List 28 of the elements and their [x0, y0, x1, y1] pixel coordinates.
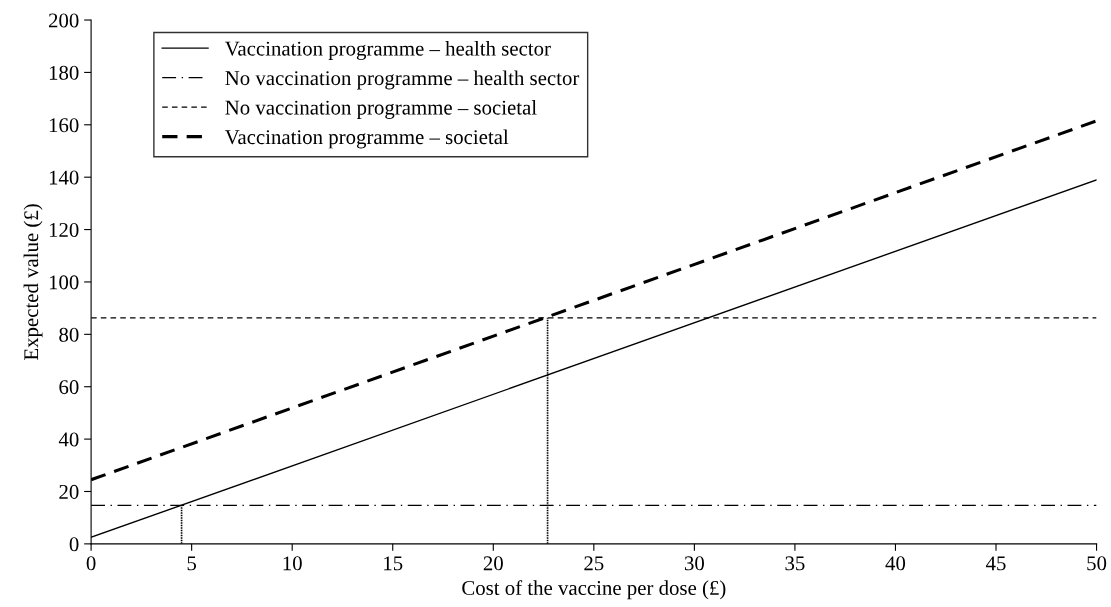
y-tick-label: 120	[49, 222, 79, 237]
x-tick-label: 30	[684, 556, 704, 571]
legend-label: Vaccination programme – health sector	[224, 40, 551, 60]
x-tick-label: 0	[86, 556, 96, 571]
x-tick-label: 20	[483, 556, 503, 571]
y-axis-title: Expected value (£)	[23, 204, 43, 361]
y-tick-label: 100	[49, 275, 79, 290]
x-tick-label: 25	[584, 556, 604, 571]
x-tick-label: 45	[986, 556, 1006, 571]
x-axis-title: Cost of the vaccine per dose (£)	[462, 580, 726, 600]
y-tick-label: 140	[49, 170, 79, 185]
x-tick-label: 5	[187, 556, 197, 571]
legend-label: Vaccination programme – societal	[224, 129, 509, 149]
x-tick-label: 40	[885, 556, 906, 571]
legend-label: No vaccination programme – health sector	[225, 70, 580, 90]
x-tick-label: 35	[785, 556, 805, 571]
y-tick-label: 20	[59, 484, 79, 499]
y-tick-label: 160	[49, 118, 79, 133]
y-tick-label: 80	[59, 327, 79, 342]
x-tick-label: 10	[283, 556, 302, 571]
x-tick-label: 50	[1087, 556, 1107, 571]
y-tick-label: 60	[59, 380, 79, 395]
y-tick-label: 40	[58, 432, 79, 447]
y-tick-label: 180	[49, 65, 79, 80]
legend-label: No vaccination programme – societal	[225, 99, 537, 119]
x-tick-label: 15	[384, 556, 403, 571]
y-tick-label: 200	[48, 13, 79, 28]
y-tick-label: 0	[69, 537, 79, 552]
